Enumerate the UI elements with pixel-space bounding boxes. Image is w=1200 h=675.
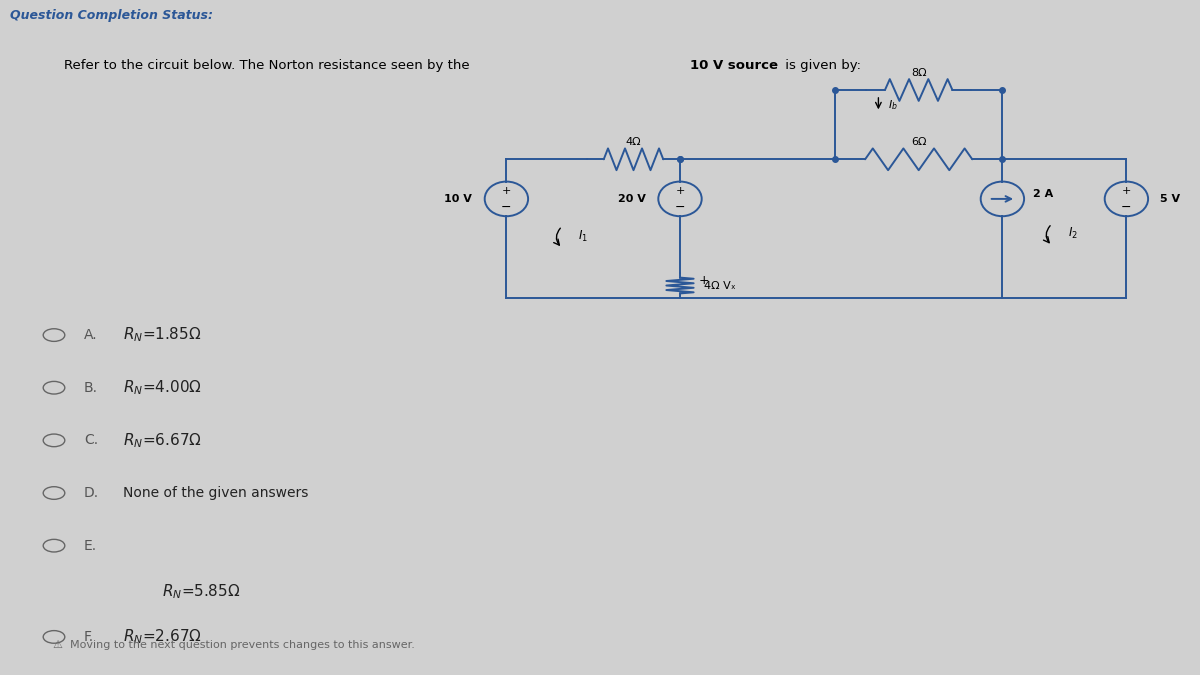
Text: 8Ω: 8Ω — [911, 68, 926, 78]
Text: $R_N$=5.85$\Omega$: $R_N$=5.85$\Omega$ — [162, 582, 240, 601]
Text: $I_b$: $I_b$ — [888, 98, 898, 112]
Text: $R_N$=2.67$\Omega$: $R_N$=2.67$\Omega$ — [124, 628, 202, 646]
Text: $I_1$: $I_1$ — [577, 228, 588, 244]
Text: +: + — [698, 274, 709, 287]
Text: Refer to the circuit below. The Norton resistance seen by the: Refer to the circuit below. The Norton r… — [65, 59, 474, 72]
Text: B.: B. — [84, 381, 98, 395]
Text: 2 A: 2 A — [1033, 189, 1054, 199]
Text: 4Ω Vₓ: 4Ω Vₓ — [703, 281, 736, 290]
Text: C.: C. — [84, 433, 98, 448]
Text: is given by:: is given by: — [781, 59, 860, 72]
Text: $I_2$: $I_2$ — [1068, 226, 1078, 241]
Text: −: − — [674, 201, 685, 214]
Text: −: − — [1121, 201, 1132, 214]
Text: 5 V: 5 V — [1160, 194, 1181, 204]
Text: None of the given answers: None of the given answers — [124, 486, 308, 500]
Text: A.: A. — [84, 328, 97, 342]
Text: −: − — [502, 201, 511, 214]
Text: +: + — [502, 186, 511, 196]
Text: $R_N$=6.67$\Omega$: $R_N$=6.67$\Omega$ — [124, 431, 202, 450]
Text: 20 V: 20 V — [618, 194, 646, 204]
Text: +: + — [1122, 186, 1132, 196]
Text: +: + — [676, 186, 685, 196]
Text: $R_N$=4.00$\Omega$: $R_N$=4.00$\Omega$ — [124, 379, 202, 397]
Text: F.: F. — [84, 630, 94, 644]
Text: 10 V: 10 V — [444, 194, 473, 204]
Text: E.: E. — [84, 539, 97, 553]
Text: D.: D. — [84, 486, 100, 500]
Text: 6Ω: 6Ω — [911, 137, 926, 147]
Text: 4Ω: 4Ω — [625, 137, 641, 147]
Text: Question Completion Status:: Question Completion Status: — [10, 9, 212, 22]
Text: 10 V source: 10 V source — [690, 59, 778, 72]
Text: ⚠  Moving to the next question prevents changes to this answer.: ⚠ Moving to the next question prevents c… — [53, 640, 415, 650]
Text: $R_N$=1.85$\Omega$: $R_N$=1.85$\Omega$ — [124, 326, 202, 344]
